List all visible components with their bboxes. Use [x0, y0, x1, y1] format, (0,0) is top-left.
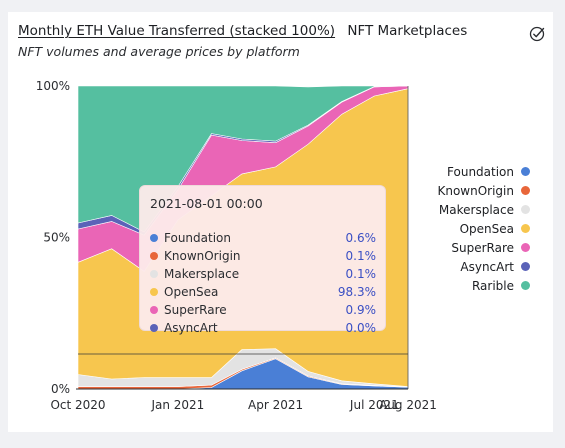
x-tick-label: Apr 2021 — [248, 398, 303, 412]
tooltip-swatch — [150, 306, 158, 314]
tooltip-swatch — [150, 252, 158, 260]
legend-label: Rarible — [471, 278, 514, 293]
legend-swatch — [521, 205, 530, 214]
tooltip-swatch — [150, 234, 158, 242]
tooltip-swatch — [150, 288, 158, 296]
y-tick-label: 0% — [51, 382, 70, 396]
legend-swatch — [521, 167, 530, 176]
x-tick-label: Jan 2021 — [150, 398, 204, 412]
tooltip-row-makersplace: Makersplace 0.1% — [150, 265, 376, 283]
tooltip-swatch — [150, 324, 158, 332]
legend-swatch — [521, 186, 530, 195]
legend-label: Foundation — [447, 164, 514, 179]
chart-legend: Foundation KnownOrigin Makersplace OpenSea S… — [437, 162, 530, 295]
title-row: Monthly ETH Value Transferred (stacked 1… — [18, 23, 467, 39]
tooltip-row-asyncart: AsyncArt 0.0% — [150, 319, 376, 337]
chart-tooltip: 2021-08-01 00:00 Foundation 0.6% KnownOrig… — [139, 185, 386, 335]
chart-source-label: NFT Marketplaces — [347, 23, 468, 39]
circle-check-icon[interactable] — [529, 26, 545, 42]
tooltip-title: 2021-08-01 00:00 — [150, 196, 263, 211]
legend-label: OpenSea — [459, 221, 514, 236]
legend-label: Makersplace — [438, 202, 514, 217]
legend-swatch — [521, 262, 530, 271]
legend-item-rarible[interactable]: Rarible — [438, 276, 530, 295]
tooltip-series-name: AsyncArt — [164, 321, 218, 335]
chart-subtitle: NFT volumes and average prices by platfo… — [18, 44, 300, 59]
legend-item-asyncart[interactable]: AsyncArt — [438, 257, 530, 276]
tooltip-series-value: 0.9% — [345, 303, 377, 317]
tooltip-series-value: 0.1% — [345, 267, 377, 281]
tooltip-row-knownorigin: KnownOrigin 0.1% — [150, 247, 376, 265]
legend-swatch — [521, 224, 530, 233]
legend-item-superrare[interactable]: SuperRare — [438, 238, 530, 257]
legend-swatch — [521, 281, 530, 290]
legend-item-opensea[interactable]: OpenSea — [438, 219, 530, 238]
y-tick-label: 100% — [36, 79, 70, 93]
tooltip-row-opensea: OpenSea 98.3% — [150, 283, 376, 301]
y-tick-label: 50% — [43, 231, 70, 245]
tooltip-series-value: 0.0% — [345, 321, 377, 335]
tooltip-series-name: SuperRare — [164, 303, 227, 317]
tooltip-series-name: KnownOrigin — [164, 249, 241, 263]
legend-item-makersplace[interactable]: Makersplace — [438, 200, 530, 219]
x-tick-label: Jul 2021 — [349, 398, 399, 412]
tooltip-row-superrare: SuperRare 0.9% — [150, 301, 376, 319]
chart-title-link[interactable]: Monthly ETH Value Transferred (stacked 1… — [18, 23, 336, 39]
legend-label: KnownOrigin — [437, 183, 514, 198]
tooltip-series-name: OpenSea — [164, 285, 219, 299]
legend-label: SuperRare — [451, 240, 514, 255]
tooltip-series-value: 98.3% — [337, 285, 376, 299]
tooltip-series-name: Makersplace — [164, 267, 240, 281]
tooltip-series-value: 0.6% — [345, 231, 377, 245]
tooltip-series-value: 0.1% — [345, 249, 377, 263]
x-tick-label: Oct 2020 — [50, 398, 105, 412]
legend-item-foundation[interactable]: Foundation — [438, 162, 530, 181]
legend-swatch — [521, 243, 530, 252]
x-tick-label: Aug 2021 — [379, 398, 437, 412]
legend-item-knownorigin[interactable]: KnownOrigin — [437, 181, 530, 200]
legend-label: AsyncArt — [460, 259, 514, 274]
tooltip-swatch — [150, 270, 158, 278]
tooltip-series-name: Foundation — [164, 231, 231, 245]
tooltip-row-foundation: Foundation 0.6% — [150, 229, 376, 247]
